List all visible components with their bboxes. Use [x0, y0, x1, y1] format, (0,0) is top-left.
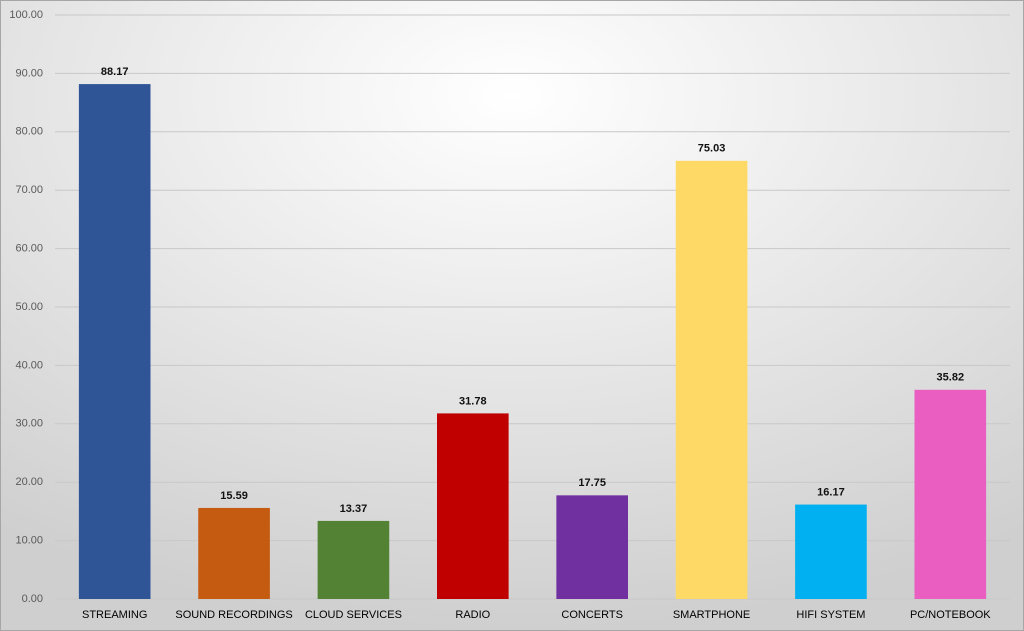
data-label: 15.59 — [220, 490, 248, 502]
bar — [437, 413, 509, 599]
y-tick-label: 100.00 — [9, 9, 43, 21]
data-label: 88.17 — [101, 66, 129, 78]
data-label: 35.82 — [937, 372, 965, 384]
data-label: 31.78 — [459, 395, 487, 407]
data-label: 16.17 — [817, 486, 845, 498]
x-tick-label: RADIO — [455, 609, 490, 621]
y-tick-label: 70.00 — [15, 184, 43, 196]
bar — [317, 520, 390, 599]
x-tick-label: PC/NOTEBOOK — [910, 609, 991, 621]
y-tick-label: 10.00 — [15, 535, 43, 547]
bar — [556, 495, 628, 599]
y-tick-label: 20.00 — [15, 476, 43, 488]
y-tick-label: 90.00 — [15, 67, 43, 79]
bar — [914, 389, 987, 599]
data-label: 17.75 — [578, 477, 606, 489]
bar — [675, 160, 748, 599]
x-tick-label: SOUND RECORDINGS — [175, 609, 292, 621]
y-tick-label: 50.00 — [15, 301, 43, 313]
y-tick-label: 30.00 — [15, 418, 43, 430]
x-tick-label: HIFI SYSTEM — [796, 609, 865, 621]
x-tick-label: CLOUD SERVICES — [305, 609, 402, 621]
x-tick-label: STREAMING — [82, 609, 147, 621]
x-tick-label: SMARTPHONE — [673, 609, 750, 621]
bar — [78, 84, 151, 599]
data-label: 13.37 — [340, 503, 368, 515]
bar — [198, 507, 270, 599]
data-label: 75.03 — [698, 143, 726, 155]
y-tick-label: 40.00 — [15, 359, 43, 371]
bar — [795, 504, 867, 599]
y-tick-label: 80.00 — [15, 126, 43, 138]
x-tick-label: CONCERTS — [561, 609, 623, 621]
y-tick-label: 0.00 — [22, 593, 43, 605]
y-tick-label: 60.00 — [15, 243, 43, 255]
